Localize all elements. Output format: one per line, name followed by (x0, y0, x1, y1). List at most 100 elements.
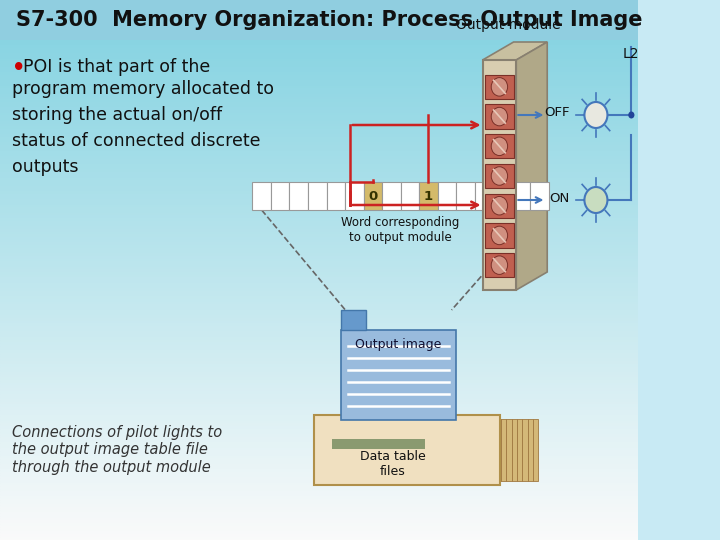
Bar (0, 278, 637, 281)
Bar (0, 202, 637, 205)
Bar (0, 265, 637, 267)
Circle shape (491, 107, 508, 126)
Bar (0, 43, 637, 46)
Bar (0, 11, 637, 14)
Bar (0, 310, 637, 313)
Bar (0, 57, 637, 59)
Bar (0, 119, 637, 122)
Bar (0, 437, 637, 440)
Bar (0, 154, 637, 157)
Text: L2: L2 (623, 47, 639, 61)
Bar (271, 182, 289, 210)
Bar (0, 435, 637, 437)
Bar (0, 194, 637, 197)
Bar (0, 232, 637, 235)
Bar (0, 213, 637, 216)
Bar (0, 481, 637, 483)
Bar (0, 394, 637, 397)
Bar (0, 267, 637, 270)
Bar (0, 38, 637, 40)
Bar (0, 429, 637, 432)
Bar (485, 193, 513, 218)
Bar (0, 478, 637, 481)
Bar (0, 270, 637, 273)
Bar (0, 313, 637, 316)
Bar (493, 182, 512, 210)
Bar (485, 164, 513, 188)
Bar (0, 0, 637, 3)
Bar (506, 419, 512, 481)
Bar (512, 182, 531, 210)
Bar (0, 170, 637, 173)
Bar (0, 340, 637, 343)
Bar (0, 526, 637, 529)
Circle shape (491, 256, 508, 274)
Bar (0, 343, 637, 346)
Bar (0, 86, 637, 89)
Bar (327, 182, 345, 210)
Circle shape (491, 197, 508, 215)
Bar (0, 494, 637, 497)
Bar (0, 205, 637, 208)
Bar (0, 0, 637, 40)
Bar (0, 497, 637, 500)
Bar (315, 415, 500, 485)
Bar (0, 421, 637, 424)
Bar (0, 140, 637, 143)
Bar (0, 356, 637, 359)
Bar (0, 516, 637, 518)
Bar (0, 230, 637, 232)
Bar (0, 59, 637, 62)
Bar (0, 416, 637, 418)
Bar (382, 182, 401, 210)
Bar (523, 419, 528, 481)
Bar (0, 308, 637, 310)
Bar (0, 122, 637, 124)
Bar (0, 208, 637, 211)
Bar (0, 448, 637, 451)
Bar (0, 513, 637, 516)
Bar (419, 182, 438, 210)
Bar (0, 505, 637, 508)
Bar (0, 259, 637, 262)
Bar (0, 529, 637, 532)
Bar (485, 75, 513, 99)
Bar (485, 134, 513, 158)
Bar (0, 97, 637, 100)
Bar (0, 489, 637, 491)
Bar (0, 362, 637, 364)
Bar (0, 400, 637, 402)
Bar (0, 103, 637, 105)
Polygon shape (482, 42, 547, 60)
Bar (0, 216, 637, 219)
Bar (0, 483, 637, 486)
Bar (0, 65, 637, 68)
Circle shape (629, 111, 634, 118)
Bar (0, 443, 637, 445)
Bar (0, 135, 637, 138)
Text: POI is that part of the: POI is that part of the (23, 58, 210, 76)
Bar (0, 14, 637, 16)
Bar (0, 351, 637, 354)
Bar (0, 327, 637, 329)
Bar (0, 464, 637, 467)
Bar (0, 364, 637, 367)
Bar (0, 254, 637, 256)
Bar (0, 502, 637, 505)
Text: Output image: Output image (355, 338, 441, 351)
Bar (0, 235, 637, 238)
Bar (0, 537, 637, 540)
Text: Connections of pilot lights to
the output image table file
through the output mo: Connections of pilot lights to the outpu… (12, 425, 222, 475)
Bar (0, 381, 637, 383)
Bar (0, 475, 637, 478)
Bar (496, 419, 501, 481)
Bar (0, 472, 637, 475)
Bar (0, 32, 637, 35)
Text: OFF: OFF (544, 106, 570, 119)
Bar (512, 419, 517, 481)
Bar (0, 432, 637, 435)
Bar (0, 111, 637, 113)
Bar (0, 84, 637, 86)
Bar (345, 182, 364, 210)
Bar (0, 370, 637, 373)
